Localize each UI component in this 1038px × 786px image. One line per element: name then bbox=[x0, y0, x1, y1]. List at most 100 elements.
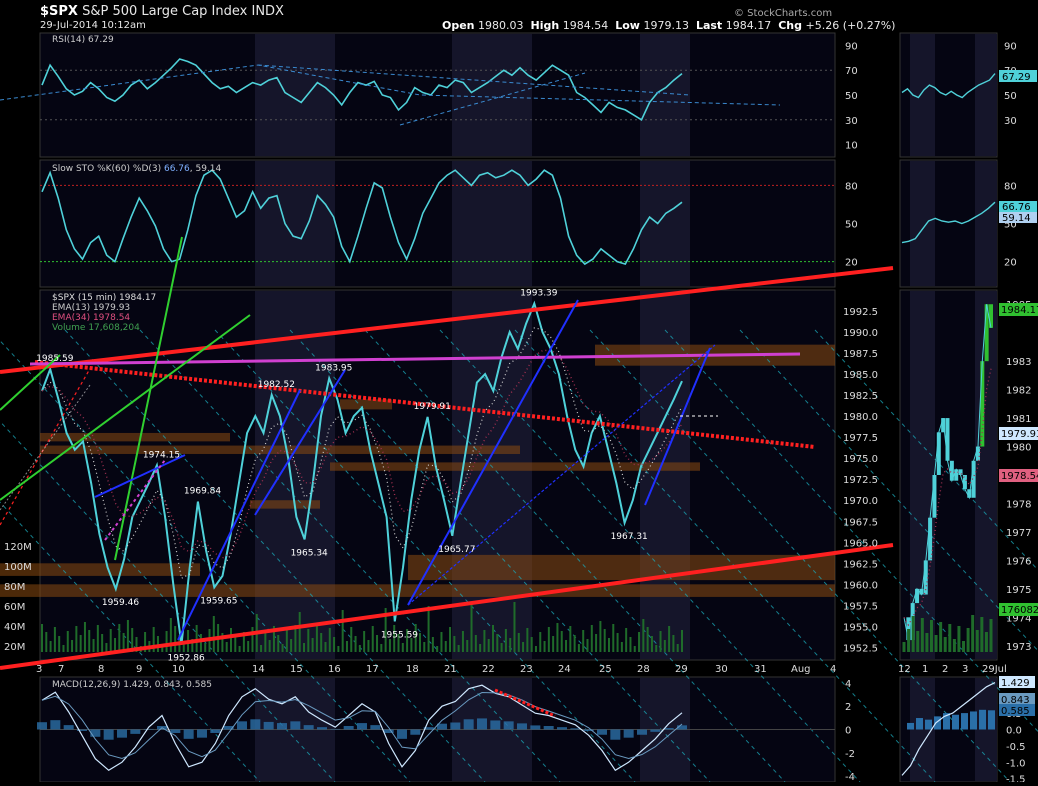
x-tick-label: 7 bbox=[58, 664, 64, 675]
volume-bar bbox=[650, 636, 653, 652]
volume-bar bbox=[388, 639, 391, 652]
highlight-band bbox=[452, 34, 532, 156]
macd-tick-label: 4 bbox=[845, 679, 851, 690]
x-tick-label: 9 bbox=[136, 664, 142, 675]
macd-histogram-bar bbox=[543, 726, 554, 730]
volume-bar bbox=[45, 632, 48, 652]
inset-price-tag: 1979.93 bbox=[1001, 429, 1038, 440]
inset-price-tag: 1984.17 bbox=[1001, 305, 1038, 316]
price-line bbox=[41, 300, 683, 645]
macd-histogram-bar bbox=[103, 729, 114, 740]
support-resistance-zone bbox=[0, 584, 835, 597]
inset-price-tick: 1973 bbox=[1006, 642, 1031, 653]
inset-macd-bar bbox=[970, 711, 977, 730]
volume-bar bbox=[633, 646, 636, 652]
inset-price-tag: 1978.54 bbox=[1001, 471, 1038, 482]
macd-histogram-bar bbox=[130, 729, 141, 734]
volume-bar bbox=[315, 624, 318, 652]
macd-histogram-bar bbox=[637, 729, 647, 735]
volume-bar bbox=[264, 631, 267, 652]
volume-bar bbox=[607, 638, 610, 652]
inset-price-tick: 1977 bbox=[1006, 528, 1031, 539]
price-annotation: 1959.46 bbox=[102, 598, 139, 608]
inset-price-tick: 1975 bbox=[1006, 585, 1031, 596]
macd-histogram-bar bbox=[250, 719, 261, 730]
inset-volume-bar bbox=[957, 626, 961, 652]
inset-price-tick: 1981 bbox=[1006, 414, 1031, 425]
highlight-band bbox=[975, 34, 997, 156]
channel-line bbox=[64, 329, 486, 783]
volume-bar bbox=[212, 616, 215, 652]
price-tick-label: 1987.5 bbox=[843, 349, 878, 360]
volume-bar bbox=[384, 608, 387, 652]
sto-legend-sep: , bbox=[190, 164, 196, 174]
volume-tick-label: 80M bbox=[4, 582, 25, 593]
x-tick-label: 15 bbox=[290, 664, 303, 675]
volume-bar bbox=[83, 622, 86, 652]
price-tick-label: 1962.5 bbox=[843, 559, 878, 570]
volume-bar bbox=[88, 630, 91, 652]
volume-bar bbox=[401, 643, 404, 652]
volume-bar bbox=[354, 636, 357, 652]
macd-histogram-bar bbox=[143, 728, 154, 730]
green-trendline bbox=[114, 236, 183, 561]
price-tick-label: 1960.0 bbox=[843, 580, 878, 591]
inset-candle bbox=[971, 460, 976, 498]
blue-trendline bbox=[644, 347, 711, 506]
x-tick-label: 28 bbox=[637, 664, 650, 675]
volume-bar bbox=[655, 645, 658, 652]
x-tick-label: 30 bbox=[715, 664, 728, 675]
price-tick-label: 1955.0 bbox=[843, 622, 878, 633]
ema13-legend: EMA(13) 1979.93 bbox=[52, 303, 130, 313]
volume-bar bbox=[663, 640, 666, 652]
volume-bar bbox=[543, 641, 546, 652]
inset-macd-line bbox=[901, 682, 996, 776]
volume-bar bbox=[303, 643, 306, 652]
macd-line bbox=[41, 684, 683, 772]
macd-histogram-bar bbox=[650, 729, 661, 732]
inset-macd-bar bbox=[916, 718, 923, 730]
volume-bar bbox=[290, 639, 293, 652]
inset-price-tag-bg bbox=[999, 469, 1038, 482]
x-tick-label: 24 bbox=[558, 664, 571, 675]
volume-bar bbox=[152, 627, 155, 652]
x-tick-label: 29 bbox=[675, 664, 688, 675]
inset-candle bbox=[945, 418, 950, 461]
highlight-band bbox=[255, 291, 335, 659]
volume-bar bbox=[350, 627, 353, 652]
macd-histogram-bar bbox=[397, 729, 407, 739]
x-tick-label: 21 bbox=[444, 664, 457, 675]
macd-histogram-bar bbox=[623, 729, 634, 738]
x-tick-label: 22 bbox=[482, 664, 495, 675]
blue-trendline bbox=[407, 344, 716, 606]
x-tick-label: 16 bbox=[328, 664, 341, 675]
channel-line bbox=[514, 329, 936, 783]
volume-bar bbox=[423, 642, 426, 652]
macd-histogram-bar bbox=[237, 721, 247, 730]
volume-legend: Volume 17,608,204 bbox=[52, 323, 140, 333]
volume-bar bbox=[470, 604, 473, 652]
volume-bar bbox=[487, 639, 490, 652]
inset-sto-tick: 80 bbox=[1004, 181, 1017, 192]
inset-macd-tag-bg bbox=[999, 704, 1035, 716]
volume-bar bbox=[659, 631, 662, 652]
inset-volume-bar bbox=[907, 629, 911, 652]
volume-bar bbox=[590, 625, 593, 652]
volume-bar bbox=[268, 640, 271, 652]
price-legend: $SPX (15 min) 1984.17 bbox=[52, 293, 156, 303]
inset-candle bbox=[923, 560, 928, 595]
macd-histogram-bar bbox=[557, 727, 567, 730]
inset-macd-tag-bg bbox=[999, 676, 1035, 688]
inset-volume-bar bbox=[939, 622, 943, 652]
inset-macd-bar bbox=[988, 710, 995, 730]
volume-bar bbox=[285, 630, 288, 652]
volume-bar bbox=[436, 646, 439, 652]
magenta-trendline bbox=[29, 352, 801, 366]
volume-bar bbox=[307, 629, 310, 652]
volume-bar bbox=[96, 625, 99, 652]
macd-histogram-bar bbox=[317, 727, 327, 730]
volume-bar bbox=[195, 625, 198, 652]
macd-histogram-bar bbox=[410, 729, 421, 735]
volume-bar bbox=[612, 624, 615, 652]
